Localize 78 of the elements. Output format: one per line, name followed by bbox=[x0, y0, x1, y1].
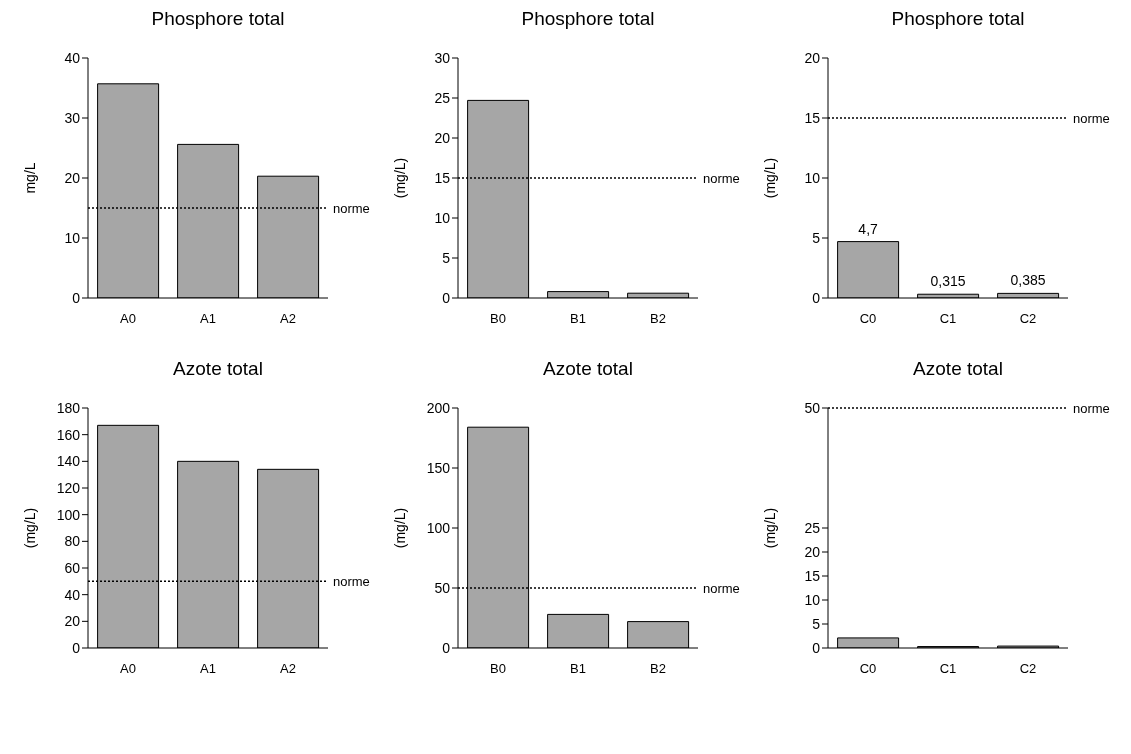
x-tick-label: C0 bbox=[859, 311, 877, 327]
y-tick-label: 50 bbox=[804, 399, 821, 416]
y-tick-label: 160 bbox=[56, 426, 81, 443]
x-tick-label: C2 bbox=[1019, 661, 1037, 677]
y-tick-label: 15 bbox=[804, 109, 821, 126]
y-tick-label: 10 bbox=[434, 209, 451, 226]
y-tick-label: 180 bbox=[56, 399, 81, 416]
y-tick-label: 0 bbox=[72, 639, 81, 656]
x-tick-label: B0 bbox=[490, 311, 506, 327]
y-tick-label: 200 bbox=[426, 399, 451, 416]
y-tick-label: 0 bbox=[812, 639, 821, 656]
x-tick-label: A0 bbox=[120, 661, 136, 677]
x-tick-label: A1 bbox=[200, 311, 216, 327]
data-label: 0,315 bbox=[930, 273, 966, 290]
chart-title: Azote total bbox=[172, 358, 264, 381]
y-tick-label: 10 bbox=[804, 591, 821, 608]
x-tick-label: A0 bbox=[120, 311, 136, 327]
y-tick-label: 5 bbox=[812, 615, 821, 632]
y-tick-label: 15 bbox=[804, 567, 821, 584]
y-tick-label: 100 bbox=[426, 519, 451, 536]
x-tick-label: B2 bbox=[650, 311, 666, 327]
ref-line-label: norme bbox=[333, 200, 370, 216]
y-tick-label: 25 bbox=[804, 519, 821, 536]
y-tick-label: 60 bbox=[64, 559, 81, 576]
y-tick-label: 40 bbox=[64, 586, 81, 603]
y-axis-title: (mg/L) bbox=[21, 507, 38, 549]
ref-line-label: norme bbox=[1073, 110, 1110, 126]
chart-title: Azote total bbox=[912, 358, 1004, 381]
x-tick-label: B1 bbox=[570, 661, 586, 677]
x-tick-label: A1 bbox=[200, 661, 216, 677]
y-tick-label: 15 bbox=[434, 169, 451, 186]
chart-title: Phosphore total bbox=[890, 8, 1026, 31]
y-tick-label: 30 bbox=[434, 49, 451, 66]
y-tick-label: 20 bbox=[434, 129, 451, 146]
y-tick-label: 150 bbox=[426, 459, 451, 476]
y-tick-label: 10 bbox=[804, 169, 821, 186]
x-tick-label: C2 bbox=[1019, 311, 1037, 327]
y-tick-label: 40 bbox=[64, 49, 81, 66]
y-tick-label: 5 bbox=[442, 249, 451, 266]
chart-title: Phosphore total bbox=[150, 8, 286, 31]
y-tick-label: 80 bbox=[64, 533, 81, 550]
ref-line-label: norme bbox=[1073, 400, 1110, 416]
data-label: 4,7 bbox=[858, 220, 879, 237]
x-tick-label: C1 bbox=[939, 311, 957, 327]
x-tick-label: B2 bbox=[650, 661, 666, 677]
y-tick-label: 100 bbox=[56, 506, 81, 523]
y-axis-title: mg/L bbox=[21, 162, 38, 194]
y-tick-label: 10 bbox=[64, 229, 81, 246]
ref-line-label: norme bbox=[703, 170, 740, 186]
y-tick-label: 50 bbox=[434, 579, 451, 596]
y-tick-label: 20 bbox=[804, 543, 821, 560]
x-tick-label: B1 bbox=[570, 311, 586, 327]
y-axis-title: (mg/L) bbox=[761, 507, 778, 549]
y-axis-title: (mg/L) bbox=[391, 507, 408, 549]
y-tick-label: 25 bbox=[434, 89, 451, 106]
ref-line-label: norme bbox=[703, 580, 740, 596]
x-tick-label: A2 bbox=[280, 311, 296, 327]
chart-title: Phosphore total bbox=[520, 8, 656, 31]
data-label: 0,385 bbox=[1010, 272, 1046, 289]
y-tick-label: 120 bbox=[56, 479, 81, 496]
chart-title: Azote total bbox=[542, 358, 634, 381]
y-tick-label: 30 bbox=[64, 109, 81, 126]
x-tick-label: C1 bbox=[939, 661, 957, 677]
y-tick-label: 20 bbox=[64, 169, 81, 186]
y-tick-label: 20 bbox=[804, 49, 821, 66]
y-tick-label: 0 bbox=[442, 639, 451, 656]
y-tick-label: 0 bbox=[442, 289, 451, 306]
x-tick-label: C0 bbox=[859, 661, 877, 677]
x-tick-label: B0 bbox=[490, 661, 506, 677]
y-tick-label: 140 bbox=[56, 453, 81, 470]
y-tick-label: 5 bbox=[812, 229, 821, 246]
x-tick-label: A2 bbox=[280, 661, 296, 677]
y-tick-label: 0 bbox=[72, 289, 81, 306]
y-axis-title: (mg/L) bbox=[391, 157, 408, 199]
y-tick-label: 0 bbox=[812, 289, 821, 306]
y-axis-title: (mg/L) bbox=[761, 157, 778, 199]
y-tick-label: 20 bbox=[64, 613, 81, 630]
ref-line-label: norme bbox=[333, 573, 370, 589]
